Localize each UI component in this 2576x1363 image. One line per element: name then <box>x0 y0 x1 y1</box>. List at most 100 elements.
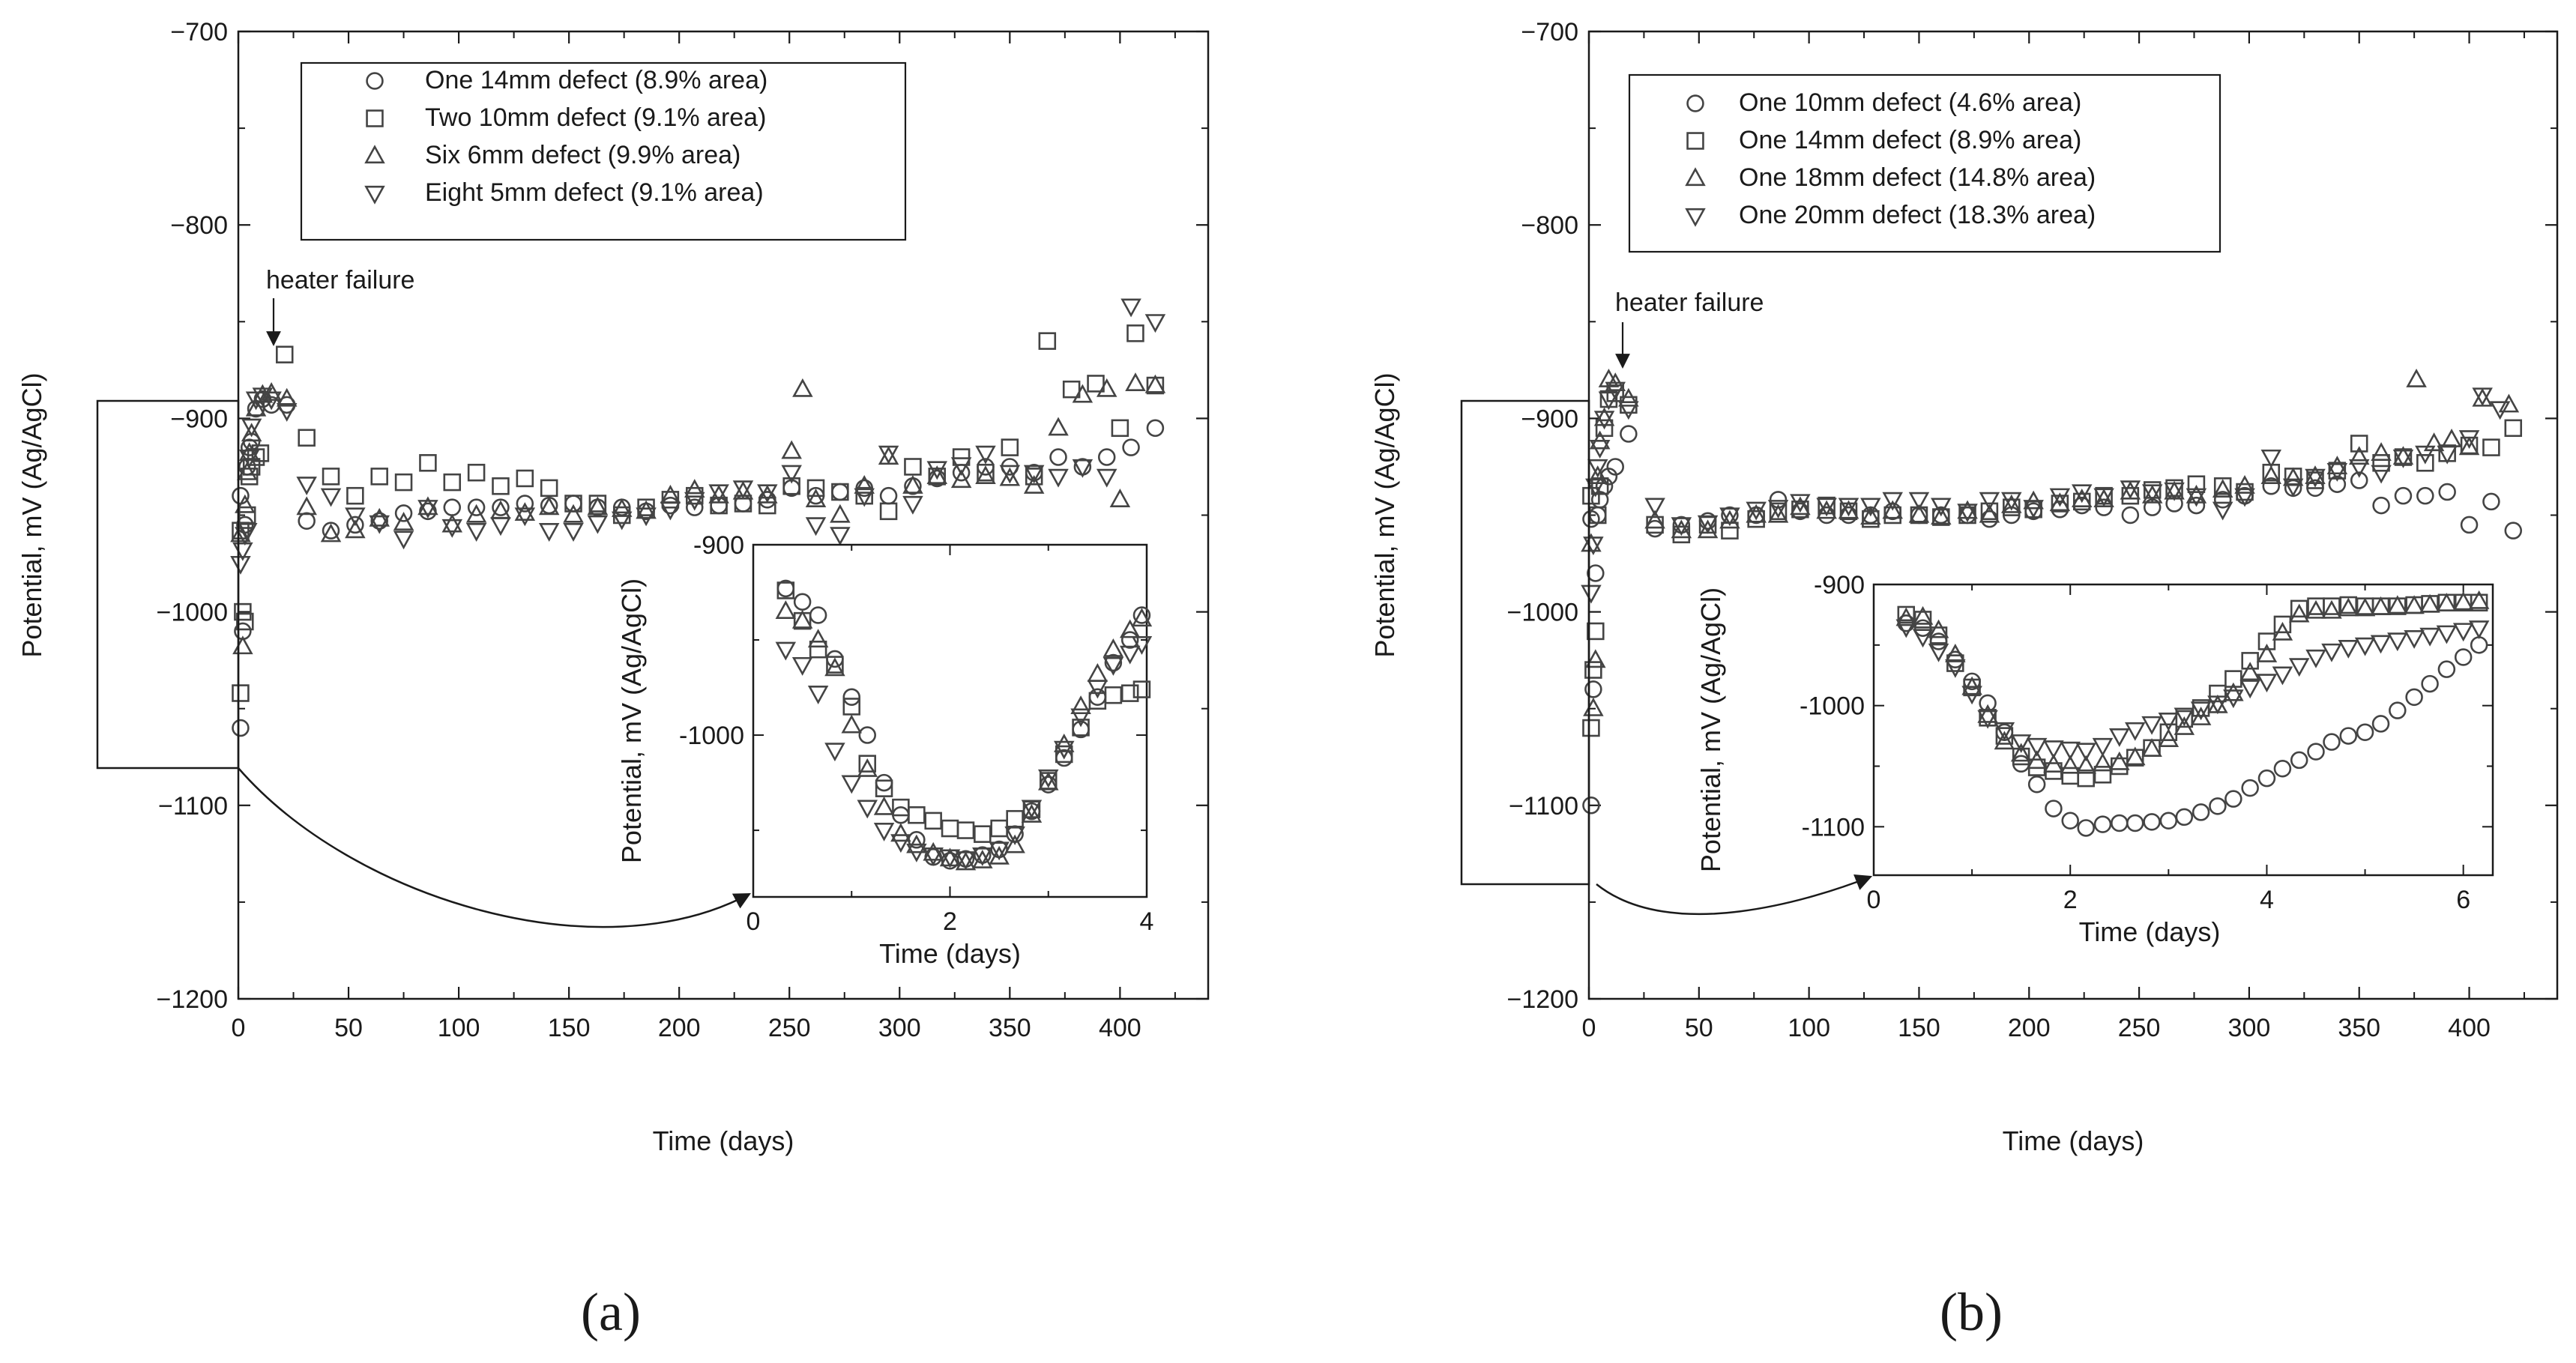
inset-data-point <box>906 843 927 862</box>
inset-data-point <box>2223 682 2244 701</box>
data-point <box>781 465 802 484</box>
x-tick-label: 200 <box>658 1014 701 1042</box>
inset-data-point <box>858 726 877 744</box>
inset-data-point <box>2321 643 2342 662</box>
data-point <box>465 523 487 542</box>
inset-data-point <box>1912 629 1934 648</box>
data-point <box>2416 454 2434 472</box>
data-point <box>1109 489 1131 507</box>
inset-data-point <box>2093 766 2112 784</box>
data-point <box>2348 459 2370 478</box>
data-point <box>393 531 414 550</box>
inset-x-tick-label: 6 <box>2456 886 2470 914</box>
inset-data-point <box>1053 740 1075 760</box>
inset-data-point <box>2174 707 2195 727</box>
inset-data-point <box>841 775 863 794</box>
data-point <box>232 486 250 505</box>
data-point <box>708 484 729 504</box>
y-tick-label: −800 <box>1521 211 1578 240</box>
x-tick-label: 400 <box>1099 1014 1141 1042</box>
data-point <box>2482 492 2500 511</box>
inset-data-point <box>989 841 1010 861</box>
inset-y-tick-label: -900 <box>1814 571 1865 599</box>
series-square <box>232 324 1165 702</box>
y-tick-label: −1000 <box>1507 599 1579 627</box>
inset-data-point <box>2060 755 2081 774</box>
data-point <box>1769 502 1788 521</box>
data-point <box>2458 436 2480 456</box>
inset-data-point <box>908 806 926 824</box>
inset-data-point <box>1912 605 1934 625</box>
inset-data-point <box>1037 769 1059 788</box>
inset-data-point <box>2323 597 2341 615</box>
data-point <box>417 500 438 519</box>
data-point <box>1838 498 1859 517</box>
inset-data-point <box>2125 722 2146 741</box>
inset-data-point <box>924 812 942 830</box>
inset-data-point <box>2224 790 2242 808</box>
data-point <box>234 602 252 621</box>
data-point <box>587 515 609 534</box>
zoom-region-box <box>1460 399 1590 886</box>
data-point <box>1087 375 1105 393</box>
inset-data-point <box>1119 619 1141 638</box>
data-point <box>298 429 316 447</box>
inset-data-point <box>2339 727 2358 745</box>
inset-data-point <box>2239 662 2260 681</box>
data-point <box>1582 719 1600 737</box>
data-point <box>637 498 655 516</box>
inset-data-point <box>2141 738 2162 757</box>
data-point <box>2326 456 2348 475</box>
inset-x-tick-label: 2 <box>2063 886 2078 914</box>
data-point <box>236 612 254 631</box>
data-point <box>441 513 463 533</box>
data-point <box>1860 498 1881 517</box>
data-point <box>417 496 438 516</box>
y-tick-label: −1100 <box>158 792 228 820</box>
inset-data-point <box>2305 599 2326 619</box>
data-point <box>686 498 704 516</box>
inset-data-point <box>1053 733 1075 752</box>
inset-data-point <box>1928 619 1949 638</box>
x-tick-label: 50 <box>334 1014 363 1042</box>
data-point <box>1979 504 2000 523</box>
inset-data-point <box>2141 716 2162 735</box>
data-point <box>238 449 260 468</box>
data-point <box>1585 649 1606 668</box>
inset-data-point <box>2288 603 2310 623</box>
inset-data-point <box>2436 593 2458 611</box>
data-point <box>467 463 486 482</box>
data-point <box>2328 475 2347 493</box>
y-tick-label: −1200 <box>1507 985 1579 1014</box>
data-point <box>1023 465 1045 484</box>
inset-data-point <box>2323 733 2341 751</box>
panel-label: (a) <box>581 1282 641 1342</box>
data-point <box>1719 507 1740 527</box>
data-point <box>346 516 364 534</box>
inset-data-point <box>841 714 863 734</box>
legend-marker-circle <box>366 72 384 90</box>
data-point <box>854 488 875 507</box>
data-point <box>370 468 388 486</box>
data-point <box>2234 474 2255 494</box>
x-tick-label: 50 <box>1685 1014 1713 1042</box>
data-point <box>950 469 972 489</box>
inset-series-triangle-down <box>1895 619 2490 762</box>
inset-data-point <box>2256 643 2278 662</box>
data-point <box>977 463 995 482</box>
data-point <box>2120 480 2141 500</box>
data-point <box>904 458 922 476</box>
data-point <box>2213 477 2232 495</box>
inset-data-point <box>1087 680 1108 699</box>
x-tick-label: 350 <box>2338 1014 2380 1042</box>
data-point <box>2489 401 2511 420</box>
inset-data-point <box>1961 686 1982 705</box>
data-point <box>2071 489 2093 507</box>
data-point <box>538 523 560 542</box>
x-tick-label: 0 <box>232 1014 246 1042</box>
inset-data-point <box>2387 595 2408 614</box>
inset-data-point <box>2272 621 2293 641</box>
data-point <box>2143 481 2162 499</box>
inset-data-point <box>2158 712 2180 731</box>
data-point <box>831 483 849 501</box>
